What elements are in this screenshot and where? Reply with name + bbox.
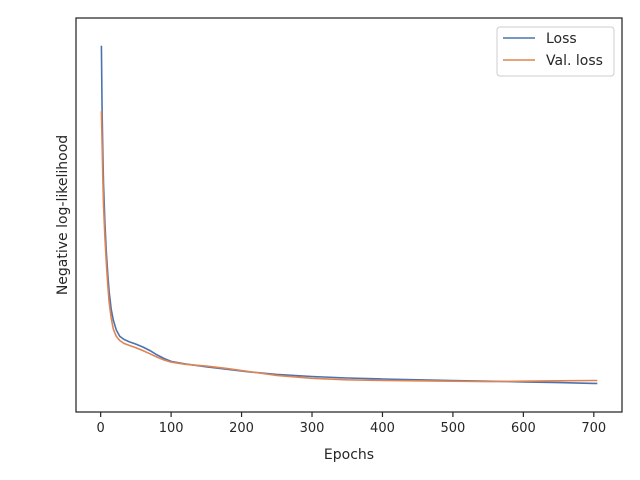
legend-label-val-loss: Val. loss [546, 53, 603, 69]
x-tick-label: 0 [97, 421, 105, 436]
x-tick-label: 600 [511, 421, 536, 436]
x-tick-label: 200 [229, 421, 254, 436]
x-tick-label: 700 [581, 421, 606, 436]
x-tick-label: 500 [441, 421, 466, 436]
legend-box [496, 26, 615, 77]
x-axis-label: Epochs [324, 447, 374, 463]
x-axis-ticks: 0 100 200 300 400 500 600 700 [97, 412, 606, 436]
x-tick-label: 100 [159, 421, 184, 436]
series-line-val-loss [100, 111, 598, 383]
x-tick-label: 400 [370, 421, 395, 436]
plot-frame [75, 17, 623, 413]
legend-label-loss: Loss [546, 31, 577, 47]
plot-lines [100, 45, 598, 385]
y-axis-label: Negative log-likelihood [55, 135, 71, 295]
legend: Loss Val. loss [496, 26, 615, 77]
x-tick-label: 300 [300, 421, 325, 436]
